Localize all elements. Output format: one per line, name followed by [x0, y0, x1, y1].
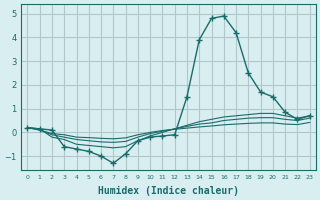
- X-axis label: Humidex (Indice chaleur): Humidex (Indice chaleur): [98, 186, 239, 196]
